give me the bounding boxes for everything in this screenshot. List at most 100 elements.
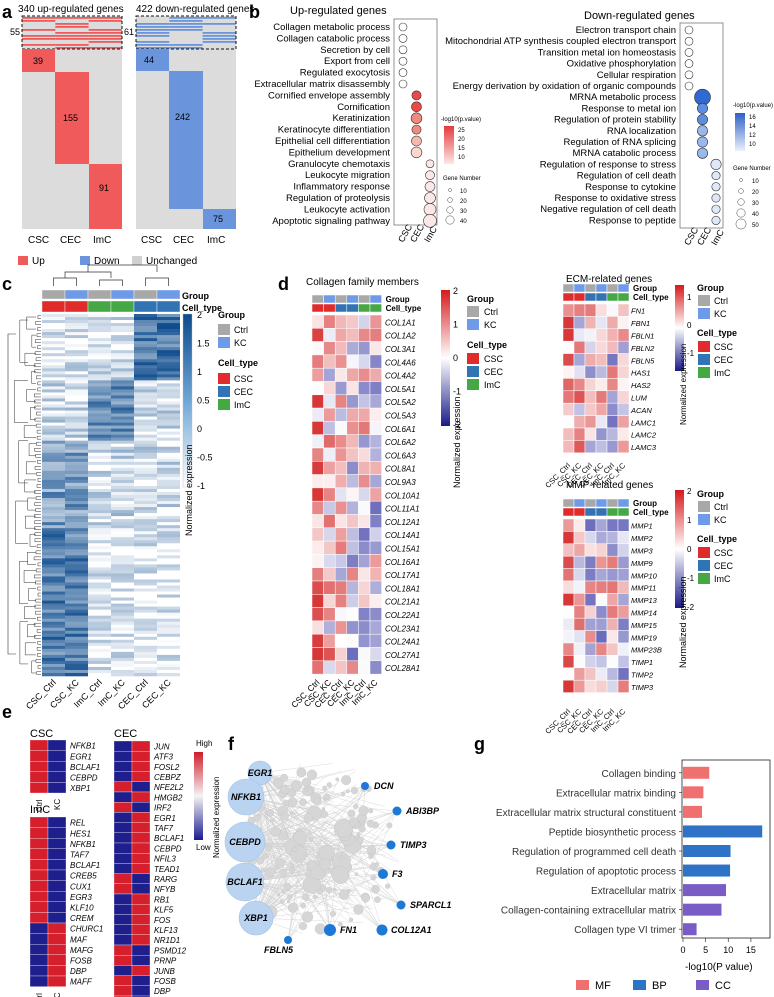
c-group-anno-cell [133,289,158,300]
c-group-anno-cell [41,289,66,300]
d-legend-imc-label: ImC [484,380,501,390]
f-network-node [334,831,339,836]
down-top-stripe [202,23,236,25]
c-heat-cell [88,389,111,393]
d-collagen-heat-cell [323,580,336,595]
down-top-count: 61 [124,27,134,37]
c-row-dendro-branches [14,315,41,675]
d-collagen-heat-cell [358,554,371,568]
b-down-dot [696,102,708,114]
f-network-node [253,814,261,822]
b-up-size-label: 30 [460,209,467,215]
b-down-term-label: Regulation of RNA splicing [564,137,676,148]
c-heat-cell [157,467,180,472]
c-heat-cell [65,522,88,526]
c-heat-cell [134,561,157,565]
c-heat-cell [88,537,111,541]
f-network-node [275,858,285,868]
d-collagen-heat-cell [311,474,324,489]
f-hub-label: XBP1 [243,913,268,923]
c-heat-cell [134,645,157,650]
d-collagen-heat-cell [311,607,324,622]
e-cec-gene-label: KLF5 [154,906,174,915]
f-target-label: FN1 [340,925,357,935]
d-collagen-heat-cell [346,540,359,555]
c-heat-cell [157,588,180,592]
c-heat-cell [134,317,157,321]
d-mmp-heat-cell [573,518,586,532]
panel-letter-g: g [474,734,485,754]
c-heat-cell [42,591,65,595]
c-heat-cell [42,609,65,613]
c-heat-cell [88,501,111,505]
f-network-node [374,896,381,903]
c-heat-cell [65,564,88,568]
c-heat-cell [157,537,180,541]
c-heat-cell [111,314,134,318]
c-heat-cell [42,461,65,466]
c-heat-cell [111,615,134,619]
c-heat-cell [65,498,88,502]
d-ecm-legend-ctrl-label: Ctrl [714,296,728,306]
c-heat-cell [42,398,65,402]
e-cec-kc-cell [131,893,151,905]
b-down-size-label: 40 [752,212,759,218]
b-up-size-circle [447,197,453,203]
f-network-node [270,826,281,837]
c-heat-cell [157,555,180,559]
d-ecm-heat-cell [595,378,608,392]
d-ecm-colorbar [675,285,684,371]
c-heat-cell [134,648,157,653]
b-up-dot [425,159,435,169]
c-heat-cell [88,482,111,487]
d-mmp-heat-cell [595,617,608,631]
b-down-term-label: Negative regulation of cell death [540,204,676,215]
c-heat-cell [65,501,88,505]
e-scale-low: Low [196,843,211,852]
c-heat-cell [111,525,134,529]
panel-e: CSC ImC CEC NFKB1EGR1BCLAF1CEBPDXBP1Ctrl… [29,728,221,997]
c-heat-cell [111,672,134,677]
g-x-tick-label: 10 [723,945,733,955]
c-heat-cell [134,416,157,420]
d-mmp-heat-cell [573,605,586,619]
f-network-node [349,817,359,827]
d-mmp-colorbar-tick: 2 [687,487,692,496]
b-down-gene-title: Gene Number [733,166,771,172]
d-mmp-heat-cell [573,580,586,594]
f-target-node [284,936,292,944]
c-heat-cell [42,338,65,342]
g-legend-label: MF [595,980,611,992]
c-heat-cell [65,371,88,375]
c-heat-cell [134,353,157,357]
c-heat-cell [65,440,88,445]
c-heat-cell [88,359,111,363]
f-network-node [282,799,289,806]
c-heat-cell [134,464,157,469]
d-collagen-heat-cell [346,421,359,435]
e-cec-kc-cell [131,883,151,895]
d-mmp-celltype-anno-label: Cell_type [633,508,669,517]
down-top-stripe [202,41,236,43]
d-mmp-heat-cell [562,605,575,619]
c-heat-cell [134,365,157,369]
f-network-node [290,780,302,792]
d-collagen-heat-cell [334,633,348,648]
d-collagen-heat-cell [311,567,324,582]
c-heat-cell [111,588,134,592]
d-ecm-heat-cell [606,390,619,404]
d-ecm-heat-cell [584,402,597,416]
c-heat-cell [157,380,180,384]
d-collagen-heat-cell [311,527,324,542]
legend-up-swatch [18,256,28,265]
c-heat-cell [42,464,65,469]
d-collagen-heat-cell [369,407,382,422]
d-ecm-celltype-anno-cell [562,292,575,302]
c-heat-cell [134,585,157,589]
d-mmp-legend-csc-swatch [698,547,710,558]
d-mmp-heat-cell [584,531,597,545]
c-heat-cell [42,374,65,378]
g-legend-swatch [696,980,709,990]
c-heat-cell [65,437,88,441]
e-imc-kc-cell [47,922,67,934]
